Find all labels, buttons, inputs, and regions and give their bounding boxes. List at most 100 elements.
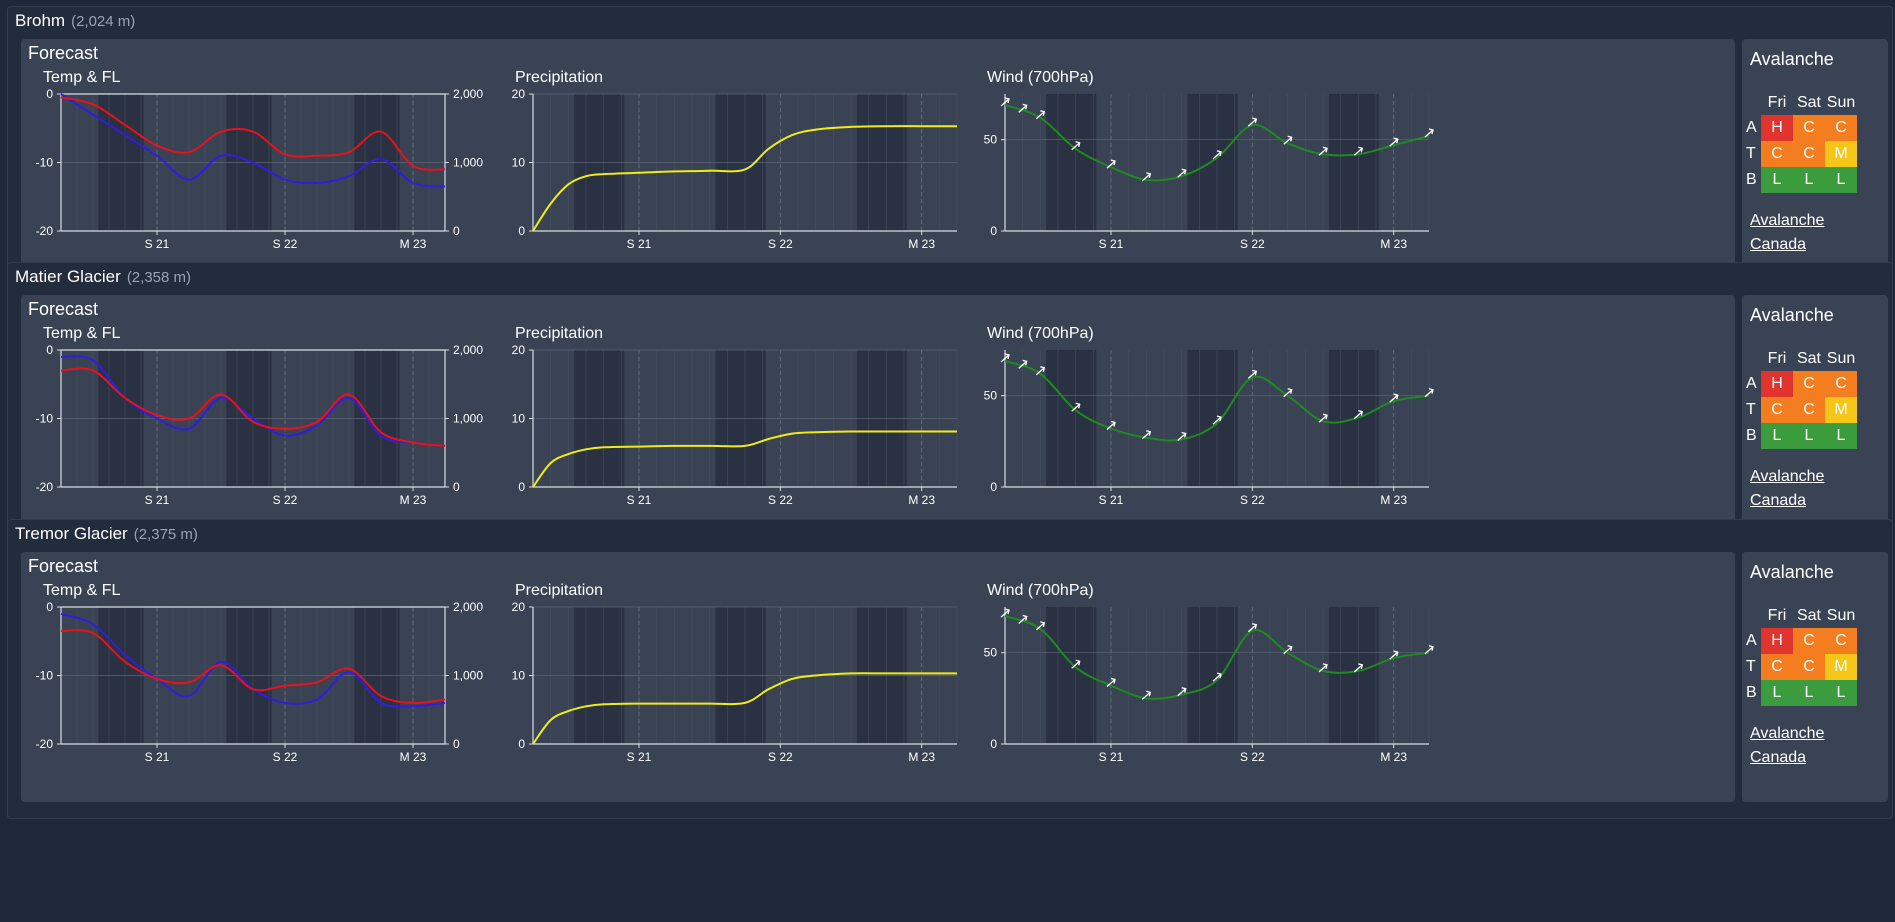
wind-chart-title: Wind (700hPa) [987,582,1094,599]
avalanche-canada-link[interactable]: Avalanche Canada [1750,725,1825,766]
wind-chart-svg: 50 0 S 21 S 22 M 23 [984,94,1434,251]
y-tick-label-right: 2,000 [453,602,483,614]
location-elevation: (2,358 m) [126,269,192,286]
x-tick-label: S 21 [627,750,652,762]
x-tick-label: M 23 [1380,750,1407,762]
forecast-panel: Forecast Temp & FL 0 -10 -20 2,000 1,000 0 S 21 S… [21,552,1735,802]
temp-chart-title: Temp & FL [43,69,121,86]
y-tick-label: 0 [46,345,53,357]
temperature-line [60,367,446,447]
avalanche-day: Sat [1796,607,1821,624]
wind-arrow-icon [1212,415,1222,425]
temp-chart: 0 -10 -20 2,000 1,000 0 S 21 S 22 M 23 [21,87,496,254]
y-tick-label: 0 [46,89,53,101]
avalanche-table: Fri Sat Sun A H C C T C C M B L L L [1746,91,1857,193]
y-tick-label: 10 [512,669,526,683]
avalanche-canada-link[interactable]: Avalanche Canada [1750,468,1825,509]
avalanche-rating-cell: C [1793,628,1825,654]
x-tick-label: S 21 [1099,750,1124,762]
temp-chart-svg: 0 -10 -20 2,000 1,000 0 S 21 S 22 M 23 [36,343,484,507]
wind-arrow-icon [1283,645,1293,655]
y-tick-label: -10 [36,669,54,683]
x-tick-label: S 21 [145,750,170,762]
x-tick-label: S 21 [1099,493,1124,505]
precipitation-chart-svg: 20 10 0 S 21 S 22 M 23 [512,87,958,251]
x-tick-label: S 22 [1240,237,1265,249]
avalanche-band: T [1746,401,1756,418]
avalanche-rating-cell: C [1761,654,1793,680]
y-tick-label: 20 [512,602,526,614]
avalanche-day: Sun [1826,607,1856,624]
wind-arrow-icon [1018,103,1028,113]
avalanche-header-row: Fri Sat Sun [1746,347,1857,371]
x-tick-label: S 22 [1240,493,1265,505]
y-tick-label: 50 [984,389,998,403]
avalanche-rating-cell: M [1825,654,1857,680]
temp-chart-title: Temp & FL [43,325,121,342]
avalanche-day: Sun [1826,350,1856,367]
y-tick-label: -20 [36,737,54,751]
wind-arrow-icon [1424,645,1434,655]
temp-chart: 0 -10 -20 2,000 1,000 0 S 21 S 22 M 23 [21,343,496,510]
temp-chart: 0 -10 -20 2,000 1,000 0 S 21 S 22 M 23 [21,600,496,767]
y-tick-label: -20 [36,224,54,238]
location-title: Brohm (2,024 m) [15,11,135,31]
avalanche-rating-cell: C [1793,654,1825,680]
wind-arrow-icon [1247,369,1258,379]
avalanche-band: B [1746,427,1757,444]
wind-arrow-icon [1318,413,1328,423]
wind-chart: 50 0 S 21 S 22 M 23 [965,345,1440,510]
x-tick-label: S 22 [768,750,793,762]
y-tick-label: 0 [990,737,997,751]
avalanche-rating-cell: H [1761,371,1793,397]
avalanche-band: T [1746,658,1756,675]
wind-chart-title: Wind (700hPa) [987,69,1094,86]
forecast-title: Forecast [28,556,99,576]
y-tick-label: -10 [36,156,54,170]
location-card: Tremor Glacier (2,375 m) Forecast Temp & FL… [7,519,1893,819]
avalanche-header-row: Fri Sat Sun [1746,604,1857,628]
x-tick-label: M 23 [400,493,427,505]
wind-arrow-icon [1212,672,1222,682]
avalanche-corner [1746,604,1761,628]
x-tick-label: S 22 [273,237,298,249]
y-tick-label: 0 [46,602,53,614]
x-tick-label: M 23 [400,750,427,762]
precipitation-chart: 20 10 0 S 21 S 22 M 23 [493,343,968,510]
avalanche-day: Fri [1767,94,1787,111]
wind-arrow-icon [1106,420,1116,430]
avalanche-rating-cell: M [1825,141,1857,167]
freezing-level-line [60,93,446,188]
x-tick-label: M 23 [400,237,427,249]
avalanche-rating-cell: L [1793,680,1825,706]
avalanche-band: A [1746,632,1757,649]
wind-arrow-icon [1353,146,1364,156]
precipitation-line [532,125,957,232]
precipitation-chart-svg: 20 10 0 S 21 S 22 M 23 [512,343,958,507]
avalanche-panel: Avalanche Fri Sat Sun A H C C T C C M B L L L Avalanche … [1742,552,1888,802]
x-tick-label: S 21 [145,237,170,249]
avalanche-day: Sat [1796,94,1821,111]
wind-arrow-icon [1071,659,1081,669]
y-tick-label: 20 [512,345,526,357]
wind-arrow-icon [1177,687,1187,697]
x-tick-label: S 21 [627,237,652,249]
wind-arrow-icon [1071,402,1081,412]
x-tick-label: S 22 [1240,750,1265,762]
x-tick-label: M 23 [908,237,935,249]
wind-line [1004,104,1430,182]
wind-chart-svg: 50 0 S 21 S 22 M 23 [984,350,1434,507]
y-tick-label: 10 [512,412,526,426]
wind-arrow-icon [1389,650,1399,660]
wind-arrow-icon [1353,663,1364,673]
avalanche-table: Fri Sat Sun A H C C T C C M B L L L [1746,604,1857,706]
avalanche-rating-cell: L [1825,167,1857,193]
location-elevation: (2,024 m) [71,13,136,30]
avalanche-rating-cell: C [1761,141,1793,167]
location-name: Brohm [15,11,66,30]
x-tick-label: M 23 [908,750,935,762]
avalanche-canada-link[interactable]: Avalanche Canada [1750,212,1825,253]
